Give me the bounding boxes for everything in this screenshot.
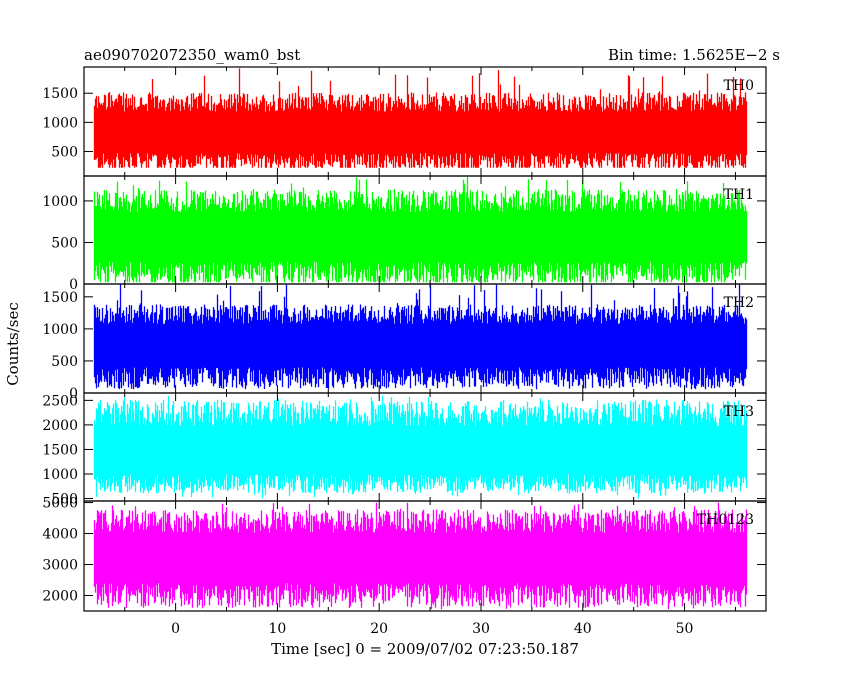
panel-label: TH2 [724,295,754,311]
series-th1 [93,176,748,283]
series-th0 [93,68,748,168]
y-tick-label: 5000 [42,496,78,512]
y-tick-label: 1000 [42,467,78,483]
x-axis-label: Time [sec] 0 = 2009/07/02 07:23:50.187 [271,640,579,658]
series-th3 [93,395,748,499]
y-tick-label: 500 [51,354,78,370]
x-axis: 0 10 20 30 40 50 [171,621,693,637]
series-th2 [93,284,748,390]
panel-label: TH0123 [697,512,754,528]
x-tick-label: 50 [676,621,694,637]
panel-th2: 0 500 1000 1500 TH2 [42,283,767,402]
series-th0123 [93,502,748,610]
y-tick-label: 0 [69,277,78,293]
panel-th0123: 2000 3000 4000 5000 TH0123 [42,496,767,612]
y-tick-label: 1000 [42,322,78,338]
x-tick-label: 40 [574,621,592,637]
y-tick-label: 2000 [42,589,78,605]
y-axis-label: Counts/sec [4,302,22,386]
panel-label: TH3 [724,404,754,420]
y-tick-label: 2500 [42,393,78,409]
y-tick-label: 3000 [42,558,78,574]
y-tick-label: 4000 [42,527,78,543]
y-tick-label: 1000 [42,194,78,210]
panel-label: TH1 [724,187,754,203]
panel-th1: 0 500 1000 TH1 [42,175,767,293]
y-tick-label: 1500 [42,290,78,306]
panel-th0: 500 1000 1500 TH0 [42,66,767,177]
x-tick-label: 0 [171,621,180,637]
y-tick-label: 500 [51,492,78,508]
y-tick-label: 0 [69,386,78,402]
panel-th3: 500 1000 1500 2000 2500 TH3 [42,392,767,508]
chart-subtitle: Bin time: 1.5625E−2 s [608,46,780,64]
panel-frame [83,500,767,612]
y-tick-label: 1500 [42,86,78,102]
y-tick-label: 1500 [42,442,78,458]
y-tick-label: 2000 [42,418,78,434]
y-tick-label: 500 [51,235,78,251]
x-tick-label: 10 [268,621,286,637]
y-tick-label: 1000 [42,115,78,131]
panel-label: TH0 [724,78,754,94]
chart-title: ae090702072350_wam0_bst [84,46,300,64]
panels: 500 1000 1500 TH0 0 500 1000 TH1 0 500 1000 1500 TH2… [42,66,767,612]
x-tick-label: 20 [370,621,388,637]
x-tick-label: 30 [472,621,490,637]
y-tick-label: 500 [51,145,78,161]
